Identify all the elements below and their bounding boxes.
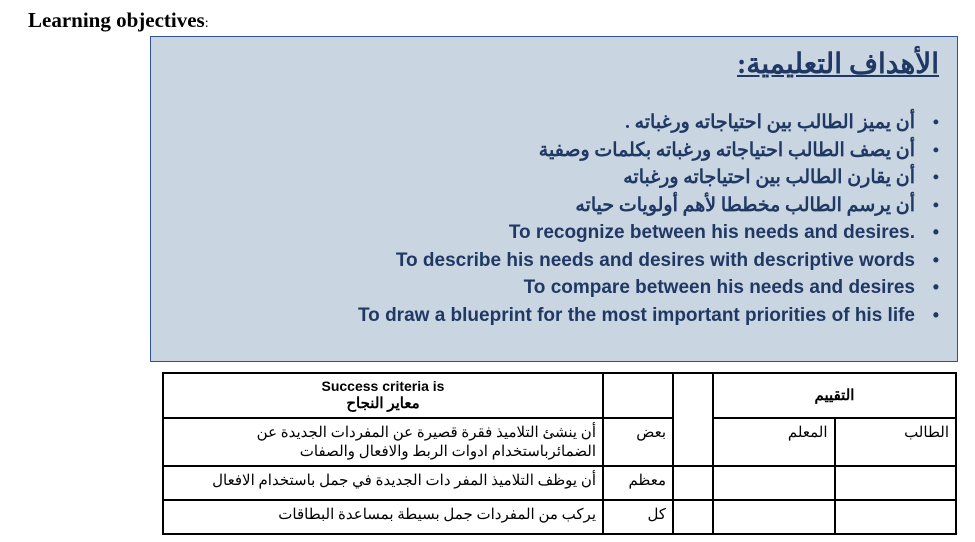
header-blank: [673, 373, 713, 466]
objectives-box: الأهداف التعليمية: أن يميز الطالب بين اح…: [150, 36, 958, 362]
table-row: يركب من المفردات جمل بسيطة بمساعدة البطا…: [163, 500, 956, 534]
objective-item: To recognize between his needs and desir…: [161, 219, 939, 247]
header-assessment: التقييم: [713, 373, 956, 418]
qty-cell: كل: [603, 500, 673, 534]
objectives-list: أن يميز الطالب بين احتياجاته ورغباته . أ…: [161, 109, 939, 329]
criterion-cell: يركب من المفردات جمل بسيطة بمساعدة البطا…: [163, 500, 603, 534]
objective-item: أن يرسم الطالب مخططا لأهم أولويات حياته: [161, 192, 939, 220]
table-row: أن ينشئ التلاميذ فقرة قصيرة عن المفردات …: [163, 418, 956, 466]
blank-cell: [673, 500, 713, 534]
teacher-cell: [713, 500, 835, 534]
student-cell: [835, 466, 957, 500]
header-success-criteria: Success criteria is معاير النجاح: [163, 373, 603, 418]
criterion-cell: أن يوظف التلاميذ المفر دات الجديدة في جم…: [163, 466, 603, 500]
table-row: أن يوظف التلاميذ المفر دات الجديدة في جم…: [163, 466, 956, 500]
criterion-cell: أن ينشئ التلاميذ فقرة قصيرة عن المفردات …: [163, 418, 603, 466]
objective-item: أن يقارن الطالب بين احتياجاته ورغباته: [161, 164, 939, 192]
teacher-cell: المعلم: [713, 418, 835, 466]
teacher-cell: [713, 466, 835, 500]
success-criteria-table: Success criteria is معاير النجاح التقييم…: [162, 372, 957, 535]
table-header-row: Success criteria is معاير النجاح التقييم: [163, 373, 956, 418]
blank-cell: [673, 466, 713, 500]
qty-cell: بعض: [603, 418, 673, 466]
objective-item: To draw a blueprint for the most importa…: [161, 302, 939, 330]
heading-text: Learning objectives: [28, 8, 205, 32]
qty-cell: معظم: [603, 466, 673, 500]
objective-item: أن يميز الطالب بين احتياجاته ورغباته .: [161, 109, 939, 137]
objective-item: To compare between his needs and desires: [161, 274, 939, 302]
objectives-title-ar: الأهداف التعليمية:: [161, 47, 939, 81]
objective-item: To describe his needs and desires with d…: [161, 247, 939, 275]
student-cell: الطالب: [835, 418, 957, 466]
heading-colon: :: [205, 16, 209, 31]
header-qty-blank: [603, 373, 673, 418]
objective-item: أن يصف الطالب احتياجاته ورغباته بكلمات و…: [161, 137, 939, 165]
student-cell: [835, 500, 957, 534]
heading-learning-objectives: Learning objectives:: [28, 8, 209, 33]
